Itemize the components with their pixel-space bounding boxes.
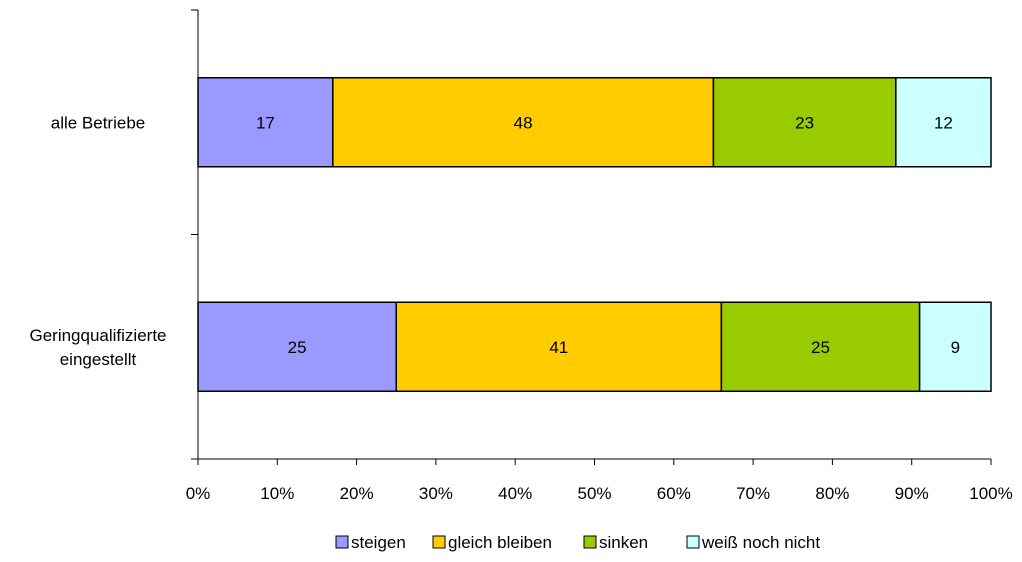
category-label: alle Betriebe	[51, 113, 146, 132]
x-tick-label: 90%	[895, 484, 929, 503]
plot-area: 17 48 23 12 25 41 25 9	[191, 9, 992, 460]
bar-value-label: 41	[549, 338, 568, 357]
legend-entry-label: weiß noch nicht	[701, 533, 820, 552]
bar-value-label: 48	[514, 113, 533, 132]
bar-segment	[197, 77, 334, 168]
bar-segment	[332, 77, 715, 168]
bar-segment	[197, 301, 397, 392]
bar-value-label: 25	[811, 338, 830, 357]
bar-segment	[720, 301, 921, 392]
bar-value-label: 25	[288, 338, 307, 357]
legend-swatch	[686, 535, 700, 549]
x-tick-label: 80%	[815, 484, 849, 503]
category-labels: alle Betriebe Geringqualifizierte eingeste…	[29, 113, 166, 369]
x-tick-label: 0%	[186, 484, 211, 503]
legend-entry-label: sinken	[599, 533, 648, 552]
legend-swatch	[335, 535, 349, 549]
x-tick-label: 10%	[260, 484, 294, 503]
bar-segment	[395, 301, 723, 392]
x-tick-label: 30%	[419, 484, 453, 503]
x-tick-label: 100%	[969, 484, 1012, 503]
x-tick-label: 70%	[736, 484, 770, 503]
legend-entry-label: steigen	[351, 533, 406, 552]
x-tick-label: 40%	[498, 484, 532, 503]
x-tick-label: 50%	[577, 484, 611, 503]
legend-swatch	[432, 535, 446, 549]
bar-value-label: 17	[256, 113, 275, 132]
bar-value-label: 23	[795, 113, 814, 132]
x-tick-label: 20%	[340, 484, 374, 503]
bar-value-label: 9	[951, 338, 960, 357]
bar-value-label: 12	[934, 113, 953, 132]
x-tick-label: 60%	[657, 484, 691, 503]
legend-swatch	[583, 535, 597, 549]
bar-segment	[918, 301, 992, 392]
x-axis-ticks: 0% 10% 20% 30% 40% 50% 60% 70% 80% 90% 100%	[186, 459, 1013, 503]
category-label: Geringqualifizierte eingestellt	[29, 326, 166, 369]
bar-segment	[712, 77, 897, 168]
legend-entry-label: gleich bleiben	[448, 533, 552, 552]
legend: steigen gleich bleiben sinken weiß noch nic…	[335, 533, 820, 552]
bar-segment	[895, 77, 992, 168]
